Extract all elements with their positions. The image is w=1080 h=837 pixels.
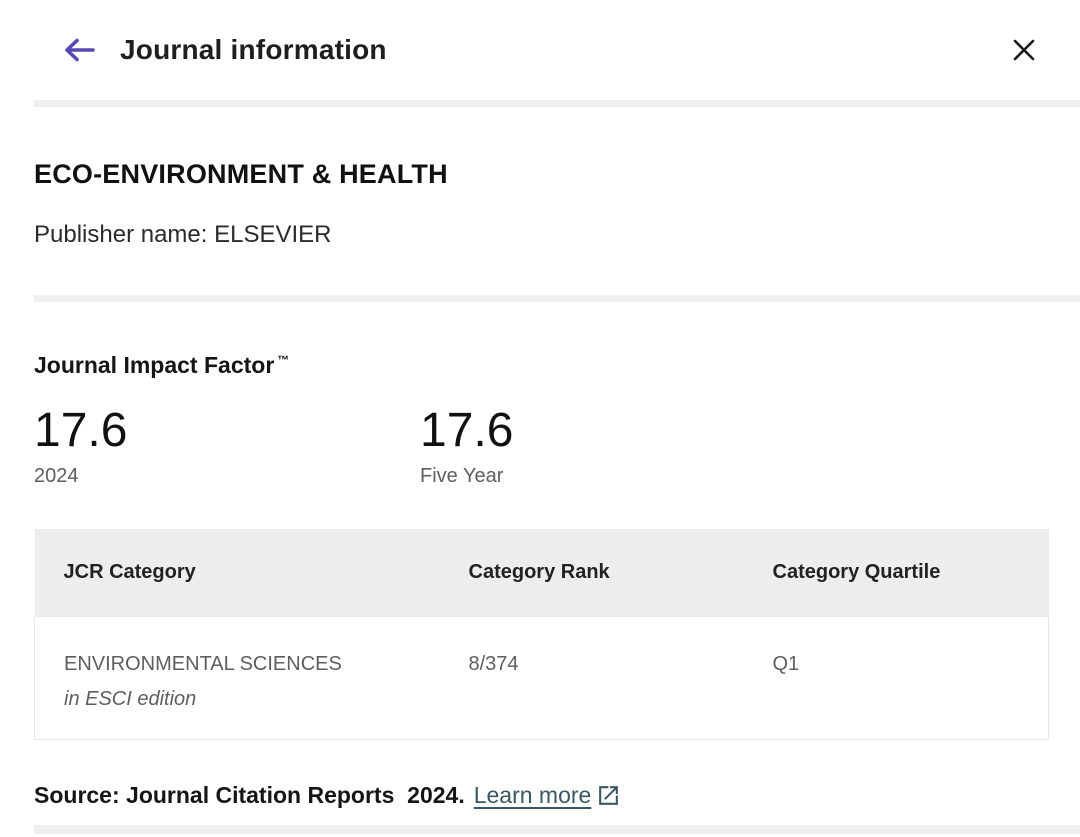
cell-rank: 8/374 bbox=[439, 616, 744, 741]
impact-factor-section: Journal Impact Factor ™ 17.6 2024 17.6 Fi… bbox=[0, 302, 1080, 488]
close-button[interactable] bbox=[1004, 30, 1044, 70]
column-header-category-rank: Category Rank bbox=[439, 528, 744, 617]
arrow-left-icon bbox=[61, 36, 97, 64]
jcr-category-table: JCR Category Category Rank Category Quar… bbox=[34, 528, 1049, 741]
category-name: ENVIRONMENTAL SCIENCES bbox=[64, 652, 342, 675]
source-text: Source: Journal Citation Reports 2024. bbox=[34, 782, 465, 809]
journal-name: ECO-ENVIRONMENT & HEALTH bbox=[34, 159, 448, 189]
trademark-symbol: ™ bbox=[277, 353, 290, 368]
section-divider bbox=[34, 295, 1080, 302]
impact-factor-heading: Journal Impact Factor ™ bbox=[34, 352, 1046, 379]
page-title: Journal information bbox=[120, 34, 387, 65]
journal-info-header: Journal information bbox=[0, 0, 1080, 100]
column-header-jcr-category: JCR Category bbox=[34, 528, 440, 617]
table-row: ENVIRONMENTAL SCIENCES in ESCI edition 8… bbox=[34, 616, 1049, 741]
close-icon bbox=[1011, 37, 1037, 63]
metric-value: 17.6 bbox=[34, 404, 128, 457]
back-button[interactable] bbox=[58, 29, 100, 71]
impact-factor-metrics: 17.6 2024 17.6 Five Year bbox=[34, 404, 1046, 488]
impact-factor-heading-text: Journal Impact Factor bbox=[34, 352, 275, 378]
bottom-divider bbox=[34, 825, 1080, 835]
metric-label: Five Year bbox=[420, 464, 504, 487]
learn-more-label: Learn more bbox=[473, 782, 592, 809]
external-link-icon bbox=[596, 783, 621, 808]
column-header-category-quartile: Category Quartile bbox=[743, 528, 1049, 617]
journal-identity-section: ECO-ENVIRONMENT & HEALTH Publisher name:… bbox=[0, 107, 1080, 295]
metric-value: 17.6 bbox=[420, 404, 514, 457]
metric-five-year: 17.6 Five Year bbox=[420, 404, 806, 488]
metric-label: 2024 bbox=[34, 464, 79, 487]
publisher-name: Publisher name: ELSEVIER bbox=[34, 221, 332, 248]
metric-current-year: 17.6 2024 bbox=[34, 404, 420, 488]
cell-category: ENVIRONMENTAL SCIENCES in ESCI edition bbox=[34, 616, 440, 741]
edition-note: in ESCI edition bbox=[64, 687, 197, 710]
header-divider bbox=[34, 100, 1080, 107]
table-header-row: JCR Category Category Rank Category Quar… bbox=[34, 528, 1049, 617]
source-attribution: Source: Journal Citation Reports 2024. Le… bbox=[34, 782, 1046, 809]
cell-quartile: Q1 bbox=[743, 616, 1049, 741]
learn-more-link[interactable]: Learn more bbox=[474, 782, 622, 809]
